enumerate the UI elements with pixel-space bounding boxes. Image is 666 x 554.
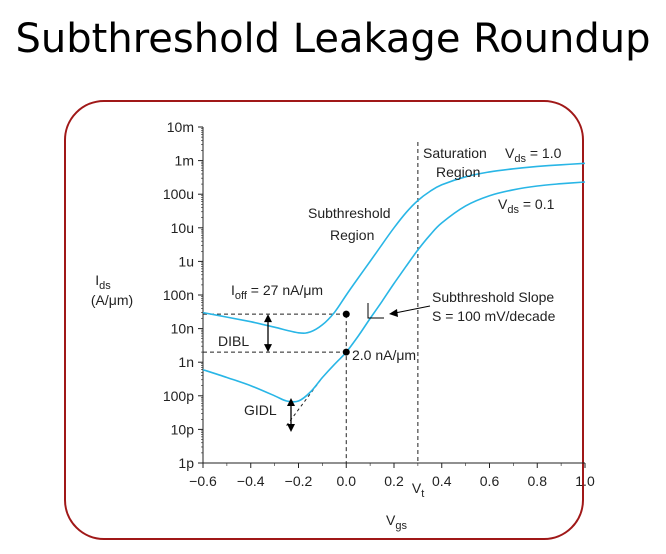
vt-label: Vt (412, 480, 424, 500)
dibl-label: DIBL (218, 333, 249, 349)
x-tick-label: 0.6 (480, 473, 500, 489)
annotation-labels: Saturation Vds = 1.0 Region Vds = 0.1 Subthr… (218, 145, 562, 500)
x-axis-label-sub: gs (395, 520, 407, 532)
vds10-label: Vds = 1.0 (505, 145, 562, 165)
y-tick-label: 10u (171, 220, 194, 236)
y-tick-label: 1p (178, 455, 194, 471)
slope-triangle (367, 303, 384, 319)
vds10-label-main: V (505, 145, 515, 161)
slope-label-line1: Subthreshold Slope (432, 289, 554, 305)
x-tick-label: 0.8 (528, 473, 548, 489)
y-tick-label: 1u (178, 253, 194, 269)
x-tick-label: −0.4 (237, 473, 265, 489)
slope-arrow-line (394, 305, 431, 314)
x-tick-label: −0.6 (189, 473, 217, 489)
y-tick-label: 100u (163, 186, 194, 202)
y-tick-label: 100n (163, 287, 194, 303)
vt-label-main: V (412, 480, 422, 496)
x-tick-label: 0.0 (337, 473, 357, 489)
guide-lines (203, 142, 419, 463)
y-axis-label: Ids (95, 272, 111, 292)
i2n-point (342, 348, 350, 356)
y-axis-label-sub: ds (99, 280, 111, 292)
subthreshold-region-label: Region (330, 227, 374, 243)
ioff-label-sub: off (235, 290, 248, 302)
y-tick-label: 1m (175, 153, 194, 169)
slope-label-line2: S = 100 mV/decade (432, 308, 556, 324)
ioff-label-main: I (231, 282, 235, 298)
series-line-1 (202, 181, 586, 403)
y-tick-label: 10p (171, 421, 195, 437)
x-axis-label-main: V (386, 512, 396, 528)
ioff-label-rest: = 27 nA/μm (247, 282, 323, 298)
x-tick-label: −0.2 (285, 473, 313, 489)
dibl-arrow-head-down (264, 344, 272, 353)
gidl-label: GIDL (244, 402, 277, 418)
subthreshold-label: Subthreshold (308, 205, 391, 221)
slope-arrow-head (389, 309, 398, 317)
vds01-label-main: V (498, 196, 508, 212)
saturation-region-label: Region (436, 164, 480, 180)
dibl-arrow-head-up (264, 314, 272, 323)
i2n-label: 2.0 nA/μm (352, 347, 416, 363)
saturation-label: Saturation (423, 145, 487, 161)
y-tick-label: 100p (163, 388, 194, 404)
curves (202, 162, 586, 403)
gidl-arrow-head-up (287, 398, 295, 406)
y-tick-label: 10n (171, 321, 194, 337)
annotation-marks (264, 303, 431, 432)
vds01-label-rest: = 0.1 (519, 196, 555, 212)
y-tick-label: 1n (178, 354, 194, 370)
axes: 1p 10p 100p 1n 10n 100n 1u 10u 100u 1m 10m −0.6 −0.4… (91, 119, 595, 532)
gidl-arrow-head-down (287, 424, 295, 432)
y-axis-label-main: I (95, 272, 99, 288)
x-tick-label: 0.4 (432, 473, 452, 489)
x-axis-label: Vgs (386, 512, 407, 532)
series-line-0 (202, 162, 586, 335)
y-tick-label: 10m (167, 119, 194, 135)
x-tick-label: 1.0 (575, 473, 595, 489)
ioff-point (342, 310, 350, 318)
y-axis-unit: (A/μm) (91, 292, 133, 308)
vt-label-sub: t (421, 488, 424, 500)
slide-title: Subthreshold Leakage Roundup (15, 16, 651, 62)
chart-frame (64, 100, 584, 540)
x-tick-label: 0.2 (384, 473, 404, 489)
vds10-label-sub: ds (514, 153, 526, 165)
vds01-label-sub: ds (507, 204, 519, 216)
vds10-label-rest: = 1.0 (526, 145, 562, 161)
vds01-label: Vds = 0.1 (498, 196, 555, 216)
ioff-label: Ioff = 27 nA/μm (231, 282, 323, 302)
